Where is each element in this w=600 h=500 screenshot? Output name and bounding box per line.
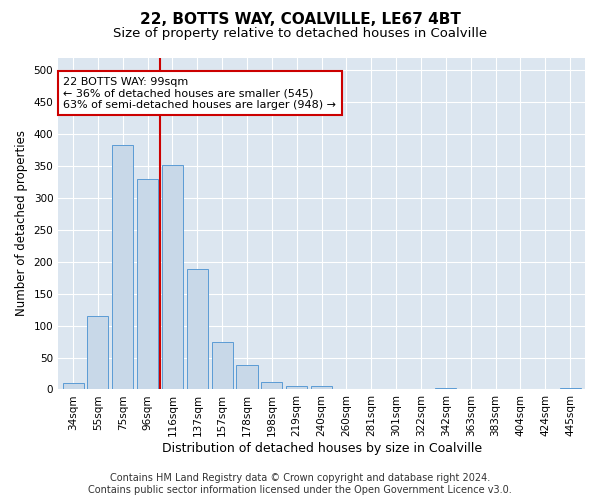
Bar [236,365,257,390]
Text: 22, BOTTS WAY, COALVILLE, LE67 4BT: 22, BOTTS WAY, COALVILLE, LE67 4BT [140,12,460,28]
Bar [262,382,283,390]
Bar [286,386,307,390]
Bar [62,383,83,390]
Bar [435,388,457,390]
Bar [162,164,183,390]
Text: Size of property relative to detached houses in Coalville: Size of property relative to detached ho… [113,28,487,40]
Bar [187,270,208,390]
Bar [212,342,233,390]
Bar [361,389,382,390]
X-axis label: Distribution of detached houses by size in Coalville: Distribution of detached houses by size … [161,442,482,455]
Bar [560,388,581,390]
Bar [137,179,158,390]
Bar [311,386,332,390]
Text: Contains HM Land Registry data © Crown copyright and database right 2024.
Contai: Contains HM Land Registry data © Crown c… [88,474,512,495]
Text: 22 BOTTS WAY: 99sqm
← 36% of detached houses are smaller (545)
63% of semi-detac: 22 BOTTS WAY: 99sqm ← 36% of detached ho… [63,76,336,110]
Bar [112,145,133,390]
Bar [88,316,109,390]
Y-axis label: Number of detached properties: Number of detached properties [15,130,28,316]
Bar [336,389,357,390]
